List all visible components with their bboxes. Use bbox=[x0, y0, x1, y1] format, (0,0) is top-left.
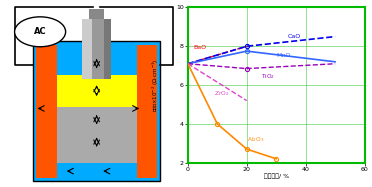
Bar bbox=[104, 19, 111, 79]
Text: CaO: CaO bbox=[288, 34, 301, 39]
Text: MnO: MnO bbox=[276, 53, 291, 58]
Polygon shape bbox=[36, 45, 57, 178]
Polygon shape bbox=[57, 107, 137, 163]
Polygon shape bbox=[57, 163, 137, 178]
Polygon shape bbox=[57, 75, 137, 107]
Text: ZrO$_2$: ZrO$_2$ bbox=[214, 89, 230, 98]
Bar bbox=[82, 19, 111, 79]
Bar bbox=[89, 9, 104, 19]
Bar bbox=[82, 19, 92, 79]
Polygon shape bbox=[33, 41, 160, 181]
Text: BaO: BaO bbox=[194, 45, 207, 50]
Text: Al$_2$O$_3$: Al$_2$O$_3$ bbox=[247, 135, 264, 144]
Polygon shape bbox=[137, 45, 157, 178]
X-axis label: 质量分数/ %: 质量分数/ % bbox=[264, 173, 289, 179]
Text: AC: AC bbox=[34, 27, 46, 36]
Text: 电导率×10$^{-2}$ (Ω·cm$^{-1}$): 电导率×10$^{-2}$ (Ω·cm$^{-1}$) bbox=[151, 58, 161, 112]
Text: TiO$_2$: TiO$_2$ bbox=[262, 72, 276, 81]
Ellipse shape bbox=[15, 17, 65, 47]
